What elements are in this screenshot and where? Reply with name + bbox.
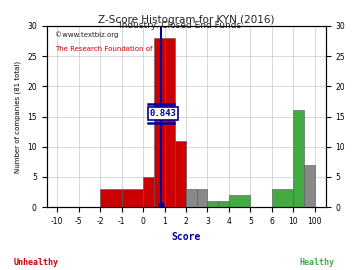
- Bar: [186, 189, 197, 207]
- Bar: [165, 38, 175, 207]
- Text: Industry: Closed End Funds: Industry: Closed End Funds: [119, 21, 241, 30]
- Text: Unhealthy: Unhealthy: [14, 258, 58, 266]
- Bar: [229, 195, 251, 207]
- Bar: [175, 141, 186, 207]
- Bar: [272, 189, 293, 207]
- Text: 0.843: 0.843: [149, 109, 176, 118]
- Bar: [122, 189, 143, 207]
- Text: ©www.textbiz.org: ©www.textbiz.org: [55, 31, 118, 38]
- Text: The Research Foundation of SUNY: The Research Foundation of SUNY: [55, 46, 174, 52]
- Title: Z-Score Histogram for KYN (2016): Z-Score Histogram for KYN (2016): [98, 15, 274, 25]
- Y-axis label: Number of companies (81 total): Number of companies (81 total): [15, 60, 22, 173]
- Bar: [100, 189, 122, 207]
- Bar: [143, 177, 154, 207]
- X-axis label: Score: Score: [171, 231, 201, 241]
- Bar: [293, 110, 304, 207]
- Bar: [218, 201, 229, 207]
- Bar: [304, 165, 315, 207]
- Text: Healthy: Healthy: [299, 258, 334, 266]
- Bar: [154, 38, 165, 207]
- Bar: [197, 189, 207, 207]
- Bar: [207, 201, 218, 207]
